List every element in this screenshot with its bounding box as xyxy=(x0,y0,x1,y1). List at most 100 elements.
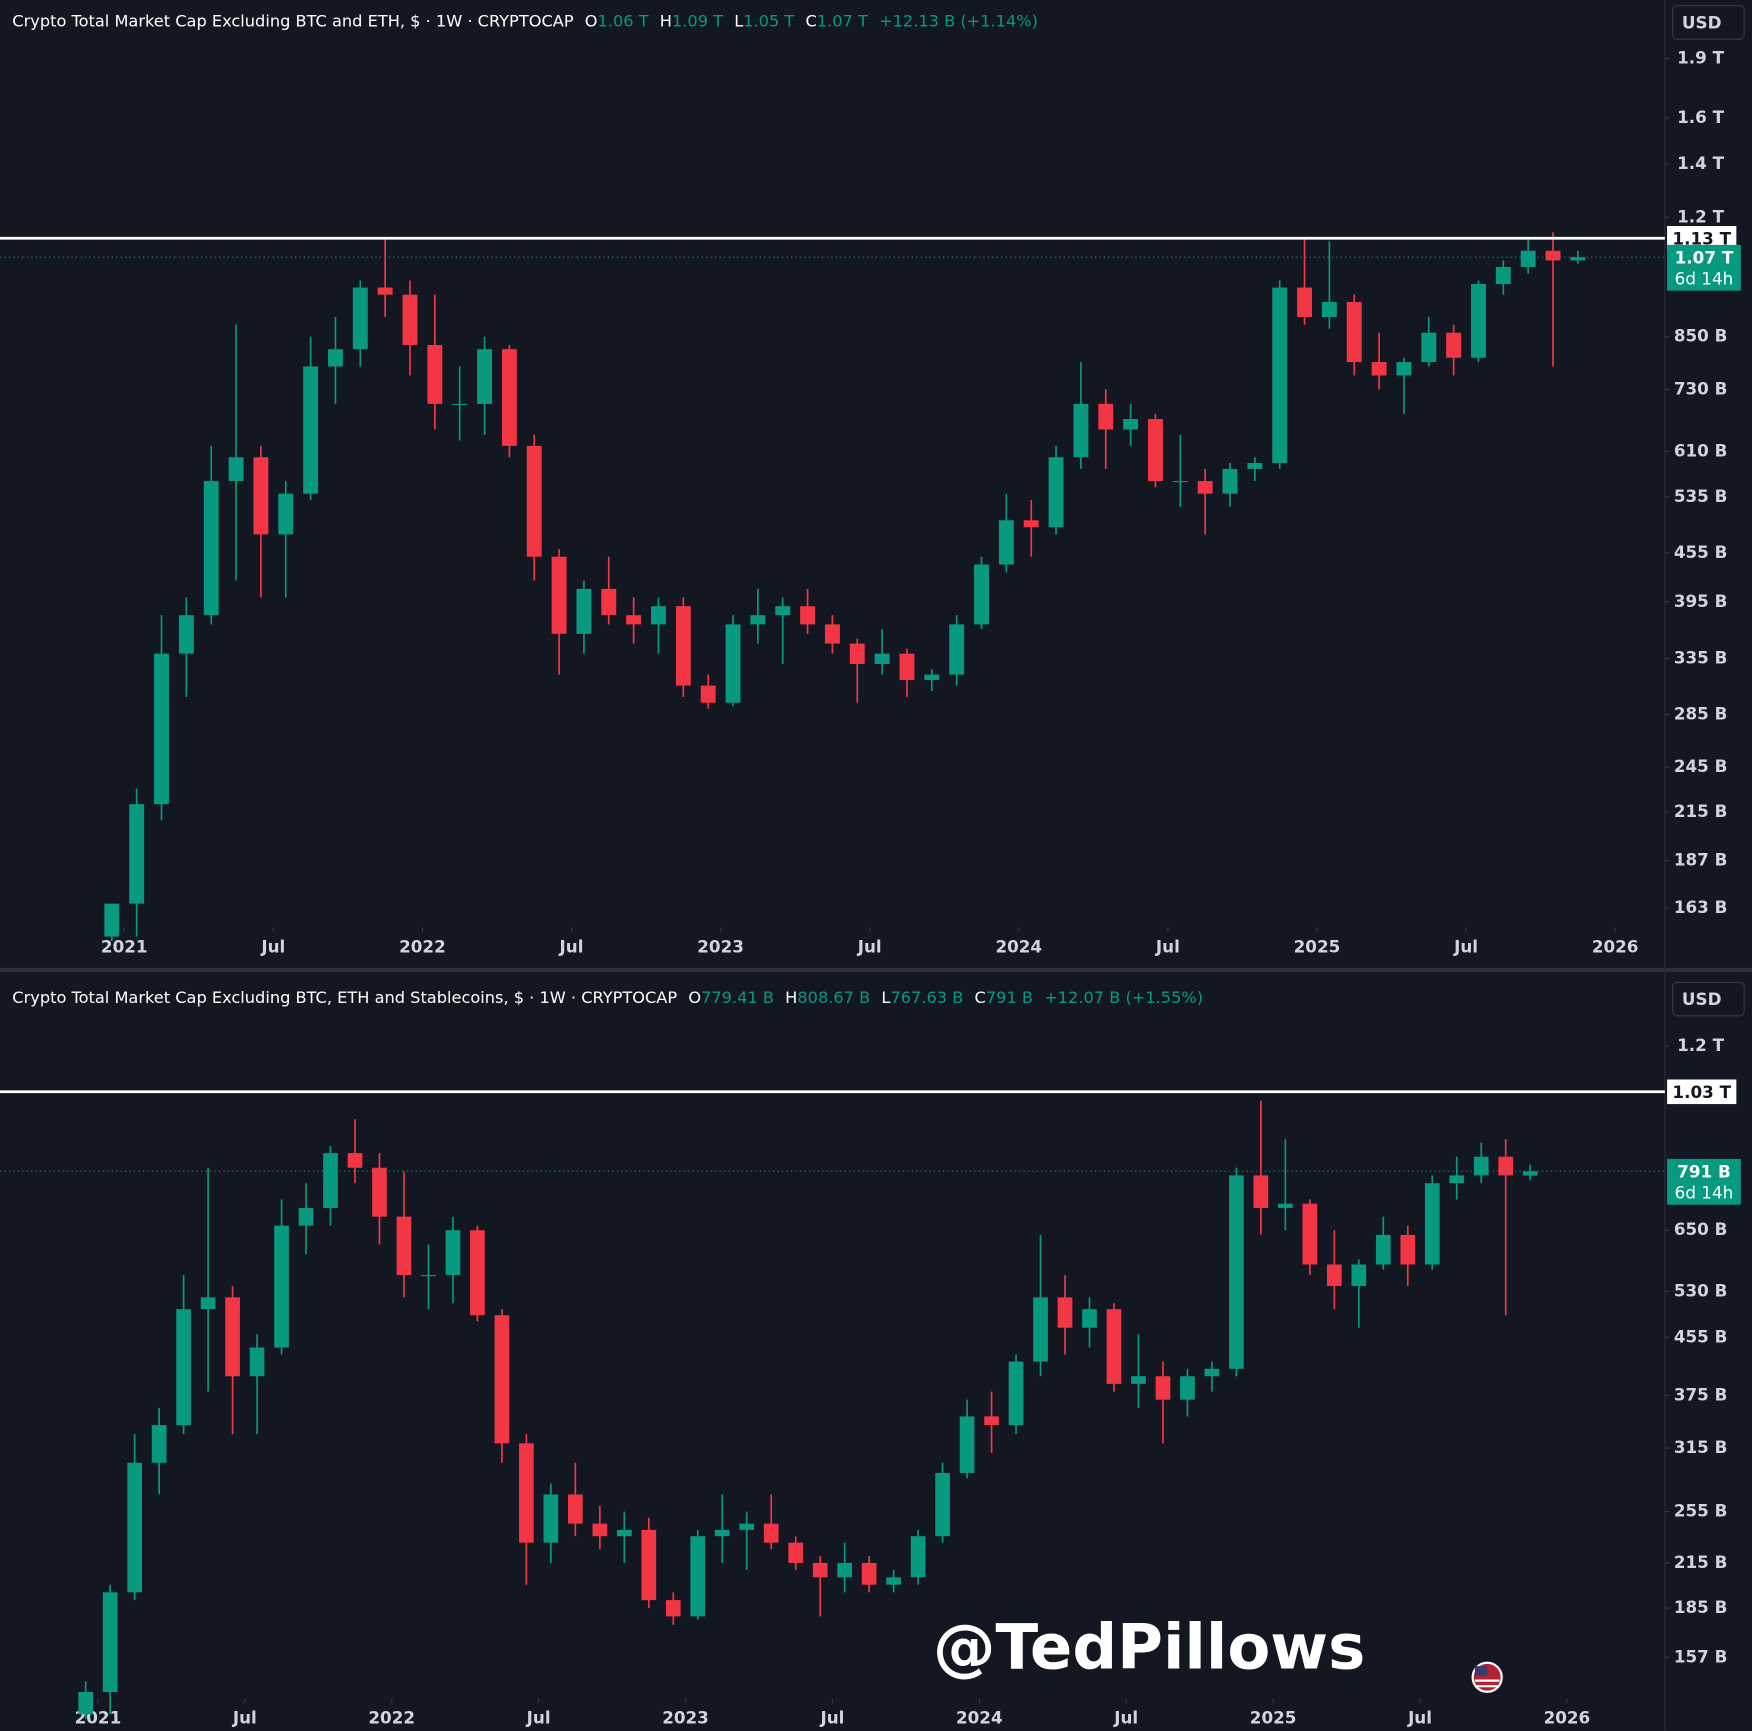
y-tick-label: 285 B xyxy=(1674,704,1728,724)
candle-body xyxy=(1172,481,1188,483)
legend-value: 767.63 B xyxy=(890,987,963,1006)
level-label-box xyxy=(1667,1079,1737,1105)
currency: USD xyxy=(1682,989,1722,1009)
candle-body xyxy=(176,1309,191,1426)
candle-body xyxy=(1123,419,1139,430)
x-tick-label: 2022 xyxy=(368,1708,415,1728)
candle-body xyxy=(303,366,319,494)
x-tick-label: 2025 xyxy=(1294,937,1341,957)
y-tick-label: 185 B xyxy=(1674,1597,1728,1617)
candle-body xyxy=(102,1592,118,1692)
y-tick-label: 610 B xyxy=(1674,440,1728,460)
candle-body xyxy=(274,1225,289,1348)
candle-body xyxy=(1449,1175,1465,1184)
candle-body xyxy=(626,615,642,625)
candle-body xyxy=(543,1494,559,1543)
candle-body xyxy=(949,624,965,675)
candle-body xyxy=(129,804,145,904)
candle-body xyxy=(104,903,120,937)
last-price-label: 1.07 T xyxy=(1675,247,1734,267)
y-tick-label: 1.4 T xyxy=(1677,153,1725,173)
candle-body xyxy=(1473,1156,1489,1176)
candle-body xyxy=(775,606,791,616)
legend-value: 808.67 B xyxy=(797,987,870,1006)
candle-body xyxy=(601,588,617,616)
x-tick-label: Jul xyxy=(819,1708,844,1728)
candle-body xyxy=(1371,362,1387,376)
legend-value: 779.41 B xyxy=(701,987,774,1006)
level-label: 1.13 T xyxy=(1672,228,1731,248)
x-tick-label: 2024 xyxy=(956,1708,1003,1728)
candle-body xyxy=(824,624,840,644)
candle-body xyxy=(1147,419,1163,482)
candle-body xyxy=(1180,1376,1195,1400)
candle-body xyxy=(592,1523,608,1537)
candle-body xyxy=(812,1562,828,1578)
candle-body xyxy=(576,588,592,634)
y-tick-label: 850 B xyxy=(1674,326,1728,346)
watermark: @TedPillows xyxy=(933,1611,1365,1684)
y-tick-label: 1.6 T xyxy=(1677,107,1725,127)
x-tick-label: 2022 xyxy=(399,937,446,957)
candle-body xyxy=(1106,1309,1122,1384)
candle-body xyxy=(470,1230,485,1316)
last-price-box xyxy=(1667,1158,1741,1205)
x-tick-label: 2025 xyxy=(1250,1708,1297,1728)
candle-body xyxy=(1204,1368,1220,1377)
candle-body xyxy=(1351,1264,1367,1286)
x-tick-label: 2026 xyxy=(1544,1708,1591,1728)
candle-body xyxy=(78,1691,94,1715)
candle-body xyxy=(935,1472,950,1537)
candle-body xyxy=(1421,332,1437,363)
candle-body xyxy=(924,674,940,681)
candle-body xyxy=(800,606,816,625)
candle-body xyxy=(1446,332,1462,358)
candle-body xyxy=(725,624,741,703)
candle-body xyxy=(788,1542,804,1563)
candle-body xyxy=(1155,1376,1171,1400)
candle-body xyxy=(675,606,691,686)
candle-body xyxy=(519,1443,534,1543)
candle-body xyxy=(421,1275,436,1277)
chart-title: Crypto Total Market Cap Excluding BTC an… xyxy=(12,11,574,30)
y-tick-label: 455 B xyxy=(1674,542,1728,562)
x-tick-label: Jul xyxy=(1407,1708,1432,1728)
y-tick-label: 245 B xyxy=(1674,756,1728,776)
candle-body xyxy=(1522,1171,1538,1176)
candle-body xyxy=(1498,1156,1514,1176)
x-tick-label: Jul xyxy=(260,937,285,957)
candle-body xyxy=(1098,403,1114,430)
candle-body xyxy=(278,493,294,535)
candle-body xyxy=(998,520,1014,565)
candle-body xyxy=(327,349,343,367)
legend-key: L xyxy=(881,987,890,1006)
last-price-box xyxy=(1667,244,1741,291)
countdown: 6d 14h xyxy=(1675,269,1734,289)
x-tick-label: Jul xyxy=(1155,937,1180,957)
candle-body xyxy=(427,344,443,404)
y-tick-label: 375 B xyxy=(1674,1385,1728,1405)
y-tick-label: 255 B xyxy=(1674,1501,1728,1521)
y-tick-label: 315 B xyxy=(1674,1437,1728,1457)
legend-key: H xyxy=(660,11,672,30)
candle-body xyxy=(1222,468,1238,494)
chart-title: Crypto Total Market Cap Excluding BTC, E… xyxy=(12,987,677,1006)
candle-body xyxy=(200,1297,216,1310)
y-tick-label: 455 B xyxy=(1674,1326,1728,1346)
candle-body xyxy=(1033,1297,1048,1362)
x-tick-label: Jul xyxy=(526,1708,551,1728)
y-tick-label: 1.2 T xyxy=(1677,1035,1725,1055)
x-tick-label: Jul xyxy=(1453,937,1478,957)
candle-body xyxy=(899,653,915,681)
candle-body xyxy=(1278,1203,1293,1208)
change: +12.13 B (+1.14%) xyxy=(879,11,1038,30)
candle-body xyxy=(1048,457,1064,528)
candle-body xyxy=(974,564,989,625)
y-tick-label: 187 B xyxy=(1674,849,1728,869)
currency-box xyxy=(1672,5,1745,40)
candle-body xyxy=(347,1153,363,1168)
candle-body xyxy=(396,1216,412,1276)
